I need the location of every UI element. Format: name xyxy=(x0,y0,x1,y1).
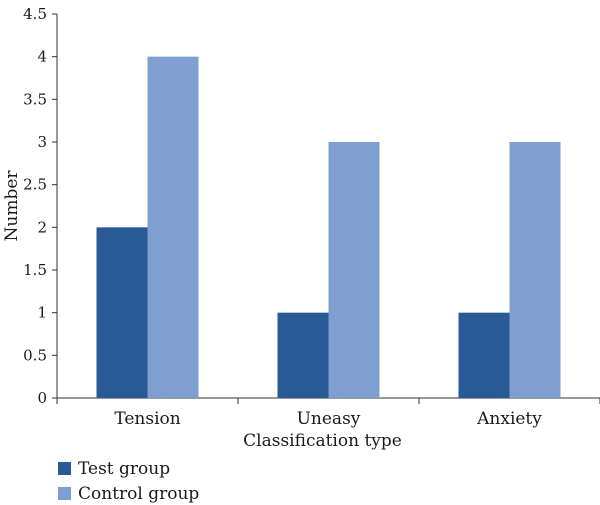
bar-test-group-tension xyxy=(96,227,148,398)
y-axis: 0 0.5 1 1.5 2 2.5 3 3.5 4 4.5 xyxy=(23,5,58,407)
x-category-label: Tension xyxy=(114,409,180,429)
y-tick-label: 0.5 xyxy=(23,346,47,364)
legend: Test group Control group xyxy=(58,459,199,504)
x-category-label: Anxiety xyxy=(476,409,542,429)
x-category-label: Uneasy xyxy=(297,409,361,429)
legend-label: Control group xyxy=(78,484,199,504)
bar-control-group-anxiety xyxy=(509,142,561,398)
bar-control-group-tension xyxy=(147,56,199,399)
y-tick-label: 2.5 xyxy=(23,176,47,194)
y-axis-title: Number xyxy=(2,170,22,242)
bars xyxy=(96,56,561,399)
x-axis: Tension Uneasy Anxiety xyxy=(56,397,600,429)
y-tick-label: 3 xyxy=(37,133,47,151)
y-tick-label: 4 xyxy=(37,48,47,66)
y-tick-label: 2 xyxy=(37,218,47,236)
y-tick-label: 1.5 xyxy=(23,261,47,279)
y-tick-label: 3.5 xyxy=(23,90,47,108)
bar-test-group-anxiety xyxy=(458,312,510,398)
legend-swatch xyxy=(58,462,71,475)
y-tick-label: 1 xyxy=(37,304,47,322)
legend-swatch xyxy=(58,487,71,500)
legend-label: Test group xyxy=(78,459,170,479)
y-tick-label: 4.5 xyxy=(23,5,47,23)
bar-test-group-uneasy xyxy=(277,312,329,398)
y-tick-label: 0 xyxy=(37,389,47,407)
x-axis-title: Classification type xyxy=(243,431,402,451)
bar-control-group-uneasy xyxy=(328,142,380,398)
